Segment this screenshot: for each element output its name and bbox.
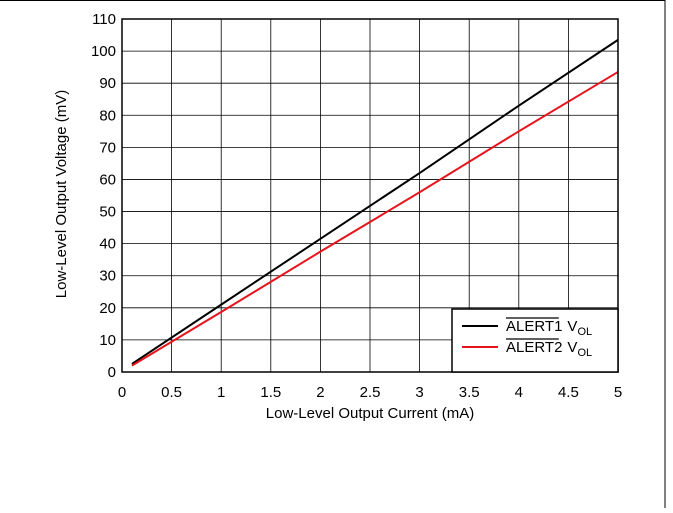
x-tick-label: 3.5	[459, 384, 480, 401]
legend-label: ALERT1 VOL	[506, 318, 592, 338]
x-tick-label: 0	[118, 384, 126, 401]
y-tick-label: 90	[99, 75, 116, 92]
y-tick-label: 60	[99, 171, 116, 188]
y-tick-label: 40	[99, 236, 116, 253]
series-line-alert1	[131, 39, 619, 365]
x-tick-label: 1.5	[260, 384, 281, 401]
series-lines	[131, 39, 619, 367]
y-tick-label: 110	[92, 11, 116, 28]
legend: ALERT1 VOL ALERT2 VOL	[451, 308, 619, 373]
y-tick-label: 70	[99, 139, 116, 156]
x-axis-label: Low-Level Output Current (mA)	[266, 405, 474, 422]
x-tick-label: 4	[515, 384, 523, 401]
legend-series-name: ALERT2	[506, 339, 562, 356]
legend-v-prefix: V	[567, 339, 577, 356]
x-tick-label: 5	[614, 384, 622, 401]
x-tick-label: 4.5	[558, 384, 579, 401]
x-tick-label: 2	[316, 384, 324, 401]
y-tick-label: 20	[99, 300, 116, 317]
y-tick-label: 10	[99, 332, 116, 349]
y-tick-label: 0	[108, 364, 116, 381]
y-tick-label: 50	[99, 204, 116, 221]
series-line-alert2	[131, 71, 619, 367]
y-tick-label: 30	[99, 268, 116, 285]
x-tick-label: 2.5	[360, 384, 381, 401]
legend-label: ALERT2 VOL	[506, 339, 592, 359]
legend-v-prefix: V	[567, 318, 577, 335]
x-tick-label: 0.5	[161, 384, 182, 401]
tick-labels: 0 0.5 1 1.5 2 2.5 3 3.5 4 4.5 50102030405060708090…	[91, 11, 622, 401]
legend-box	[451, 308, 619, 373]
x-tick-label: 1	[217, 384, 225, 401]
legend-subscript: OL	[577, 347, 592, 359]
legend-series-name: ALERT1	[506, 318, 562, 335]
plot-frame	[121, 18, 619, 373]
y-tick-label: 80	[99, 107, 116, 124]
y-tick-label: 100	[91, 43, 116, 60]
x-tick-label: 3	[415, 384, 423, 401]
legend-subscript: OL	[577, 326, 592, 338]
y-axis-label: Low-Level Output Voltage (mV)	[53, 90, 70, 298]
